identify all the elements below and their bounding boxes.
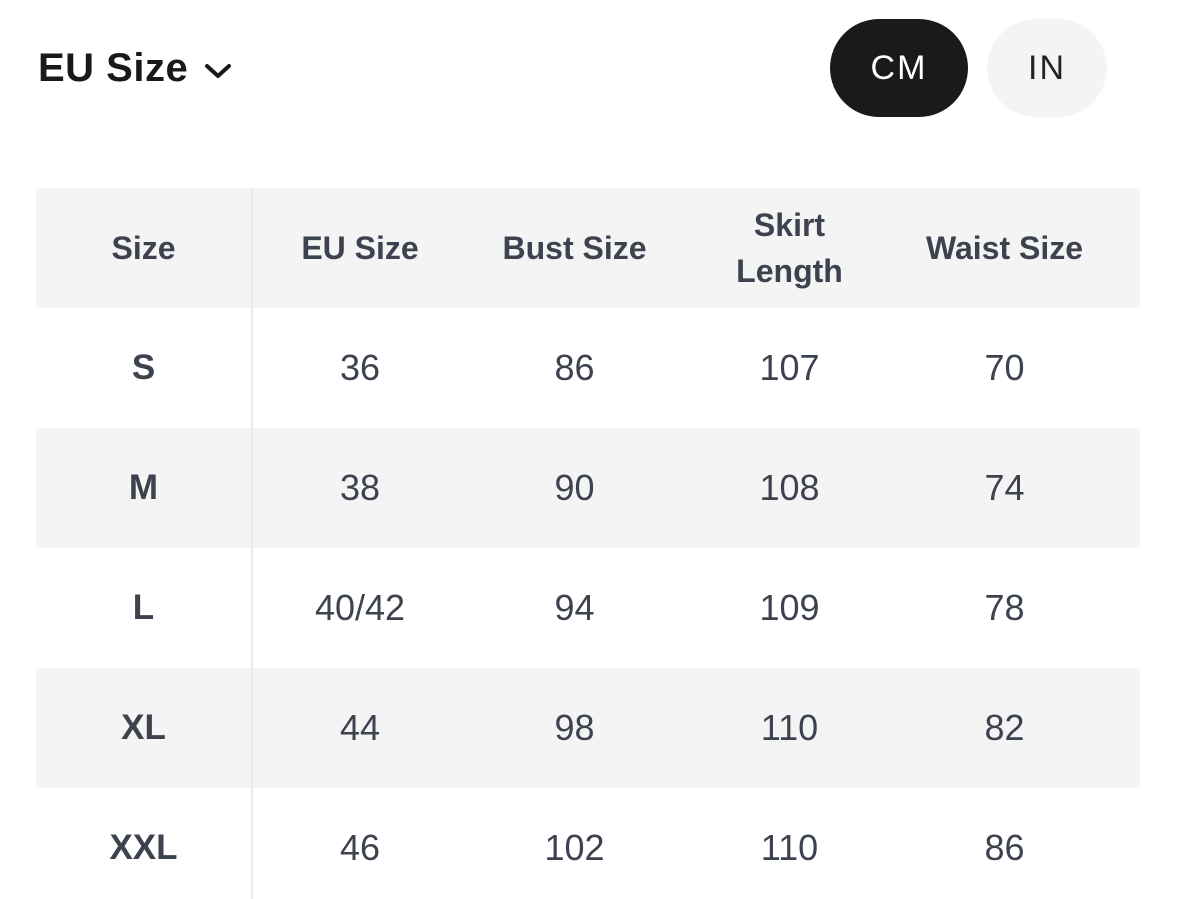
spacer-cell xyxy=(1112,188,1140,308)
spacer-cell xyxy=(1112,428,1140,548)
table-header-row: Size EU Size Bust Size Skirt Length Wais… xyxy=(36,188,1140,308)
unit-in-button[interactable]: IN xyxy=(987,19,1107,117)
eu-size-cell: 38 xyxy=(339,467,381,508)
column-header-bust-size: Bust Size xyxy=(467,188,682,308)
waist-size-cell: 82 xyxy=(984,707,1025,748)
chevron-down-icon xyxy=(205,63,232,78)
size-cell: XL xyxy=(36,668,253,788)
column-header-size: Size xyxy=(36,188,253,308)
skirt-length-cell: 110 xyxy=(760,827,819,868)
waist-size-cell: 86 xyxy=(984,827,1025,868)
size-cell: XXL xyxy=(36,788,253,899)
unit-cm-button[interactable]: CM xyxy=(830,19,968,117)
size-cell: S xyxy=(36,308,253,428)
spacer-cell xyxy=(1112,548,1140,668)
waist-size-cell: 74 xyxy=(984,467,1025,508)
eu-size-cell: 40/42 xyxy=(314,587,406,628)
size-system-label: EU Size xyxy=(38,45,189,90)
size-chart-table: Size EU Size Bust Size Skirt Length Wais… xyxy=(36,188,1140,899)
unit-toggle: CM IN xyxy=(830,19,1107,117)
skirt-length-cell: 110 xyxy=(760,707,819,748)
table-row-xxl: XXL 46 102 110 86 xyxy=(36,788,1140,899)
size-cell: M xyxy=(36,428,253,548)
bust-size-cell: 94 xyxy=(554,587,595,628)
table-row-m: M 38 90 108 74 xyxy=(36,428,1140,548)
bust-size-cell: 86 xyxy=(554,347,595,388)
size-cell: L xyxy=(36,548,253,668)
skirt-length-cell: 109 xyxy=(759,587,820,628)
column-header-waist-size: Waist Size xyxy=(897,188,1112,308)
bust-size-cell: 98 xyxy=(554,707,595,748)
table-row-l: L 40/42 94 109 78 xyxy=(36,548,1140,668)
table-row-xl: XL 44 98 110 82 xyxy=(36,668,1140,788)
column-header-eu-size: EU Size xyxy=(252,188,467,308)
bust-size-cell: 90 xyxy=(554,467,595,508)
size-system-dropdown[interactable]: EU Size xyxy=(38,46,232,91)
eu-size-cell: 36 xyxy=(339,347,381,388)
eu-size-cell: 46 xyxy=(339,827,381,868)
table-row-s: S 36 86 107 70 xyxy=(36,308,1140,428)
skirt-length-cell: 107 xyxy=(759,347,820,388)
spacer-cell xyxy=(1112,668,1140,788)
size-chart-container: Size EU Size Bust Size Skirt Length Wais… xyxy=(36,188,1140,899)
eu-size-cell: 44 xyxy=(339,707,381,748)
size-chart-toolbar: EU Size CM IN xyxy=(0,0,1179,117)
column-header-skirt-length: Skirt Length xyxy=(682,188,897,308)
bust-size-cell: 102 xyxy=(544,827,605,868)
skirt-length-cell: 108 xyxy=(759,467,820,508)
waist-size-cell: 78 xyxy=(984,587,1025,628)
waist-size-cell: 70 xyxy=(984,347,1025,388)
spacer-cell xyxy=(1112,308,1140,428)
spacer-cell xyxy=(1112,788,1140,899)
